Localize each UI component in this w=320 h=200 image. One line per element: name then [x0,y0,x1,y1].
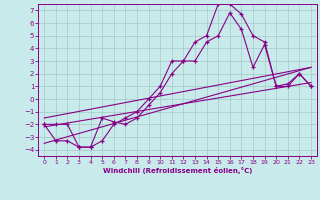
X-axis label: Windchill (Refroidissement éolien,°C): Windchill (Refroidissement éolien,°C) [103,167,252,174]
